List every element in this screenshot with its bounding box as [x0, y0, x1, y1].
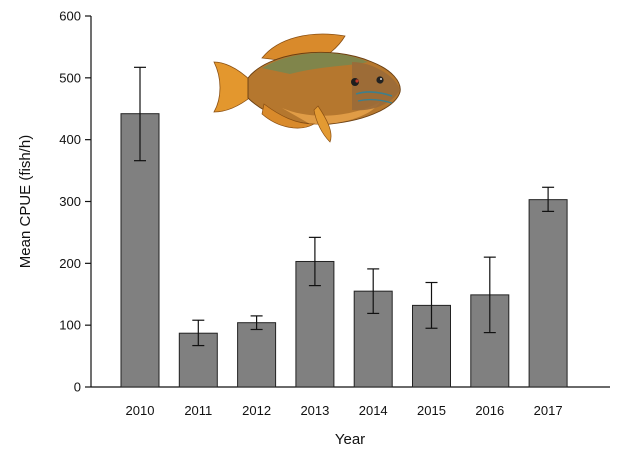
y-tick-label: 0	[74, 380, 81, 395]
x-axis-title: Year	[335, 431, 365, 448]
x-tick-label: 2015	[417, 403, 446, 418]
x-tick-label: 2010	[126, 403, 155, 418]
x-tick-label: 2014	[359, 403, 388, 418]
x-tick-label: 2016	[475, 403, 504, 418]
x-tick-label: 2017	[534, 403, 563, 418]
bar	[528, 199, 568, 388]
x-tick-label: 2011	[184, 403, 212, 418]
bar	[237, 322, 277, 388]
y-tick-label: 100	[59, 318, 81, 333]
y-tick-label: 500	[59, 70, 81, 85]
x-tick-label: 2012	[242, 403, 271, 418]
x-tick-label: 2013	[300, 403, 329, 418]
y-axis-title: Mean CPUE (fish/h)	[17, 135, 34, 268]
y-tick-label: 600	[59, 9, 81, 24]
y-tick-label: 300	[59, 194, 81, 209]
y-tick-label: 200	[59, 256, 81, 271]
y-tick-label: 400	[59, 132, 81, 147]
fish-illustration	[213, 33, 401, 143]
